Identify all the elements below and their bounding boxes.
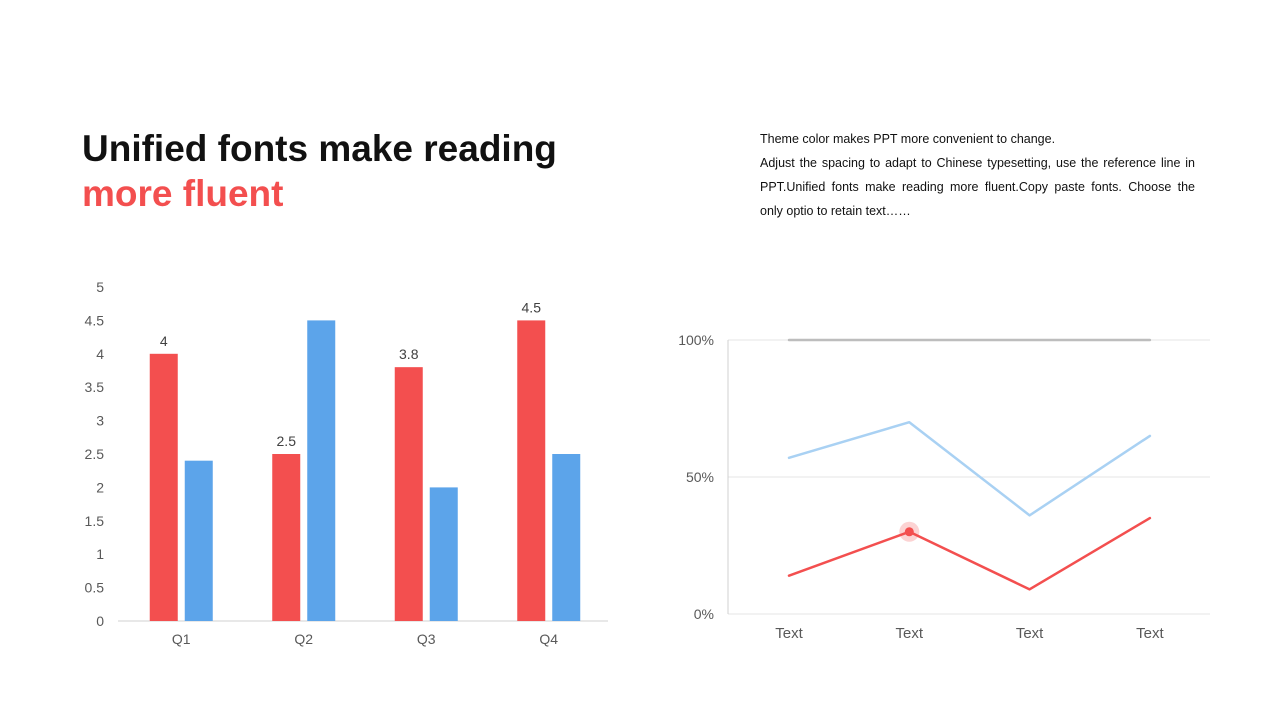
- line-y-tick-label: 100%: [678, 332, 714, 348]
- line-x-category-label: Text: [1136, 625, 1164, 642]
- line-x-category-label: Text: [1016, 625, 1044, 642]
- bar: [272, 454, 301, 621]
- bar-y-tick-label: 1: [96, 546, 104, 562]
- description-line-1: Theme color makes PPT more convenient to…: [760, 132, 1056, 146]
- bar-y-tick-label: 5: [96, 279, 104, 295]
- bar: [184, 460, 213, 621]
- bar: [149, 353, 178, 621]
- bar-y-tick-label: 0: [96, 613, 104, 629]
- title-line-1: Unified fonts make reading: [82, 128, 557, 169]
- line-y-tick-label: 50%: [686, 469, 714, 485]
- bar-data-label: 3.8: [399, 346, 419, 362]
- line-x-category-label: Text: [896, 625, 924, 642]
- line-x-category-label: Text: [775, 625, 803, 642]
- slide-title: Unified fonts make reading more fluent: [82, 126, 557, 216]
- bar-x-category-label: Q1: [172, 631, 191, 647]
- bar: [429, 487, 458, 621]
- description-text: Theme color makes PPT more convenient to…: [760, 127, 1195, 223]
- bar-data-label: 4: [160, 333, 168, 349]
- line-highlight-point: [904, 527, 914, 537]
- bar-data-label: 4.5: [522, 299, 542, 315]
- bar-y-tick-label: 4: [96, 346, 104, 362]
- line-series: [787, 420, 1152, 517]
- bar-y-tick-label: 4.5: [85, 312, 105, 328]
- bar-y-tick-label: 2: [96, 479, 104, 495]
- bar: [307, 320, 336, 621]
- bar-y-tick-label: 2.5: [85, 446, 105, 462]
- bar: [517, 320, 546, 621]
- bar-y-tick-label: 3.5: [85, 379, 105, 395]
- bar: [552, 454, 581, 621]
- bar-x-category-label: Q4: [539, 631, 558, 647]
- bar: [394, 367, 423, 621]
- bar-y-tick-label: 0.5: [85, 580, 105, 596]
- title-line-2-accent: more fluent: [82, 173, 284, 214]
- description-line-2: Adjust the spacing to adapt to Chinese t…: [760, 156, 1195, 218]
- bar-y-tick-label: 3: [96, 413, 104, 429]
- bar-data-label: 2.5: [277, 433, 297, 449]
- bar-x-category-label: Q2: [294, 631, 313, 647]
- line-y-tick-label: 0%: [694, 606, 714, 622]
- line-series: [787, 516, 1152, 591]
- bar-x-category-label: Q3: [417, 631, 436, 647]
- bar-y-tick-label: 1.5: [85, 513, 105, 529]
